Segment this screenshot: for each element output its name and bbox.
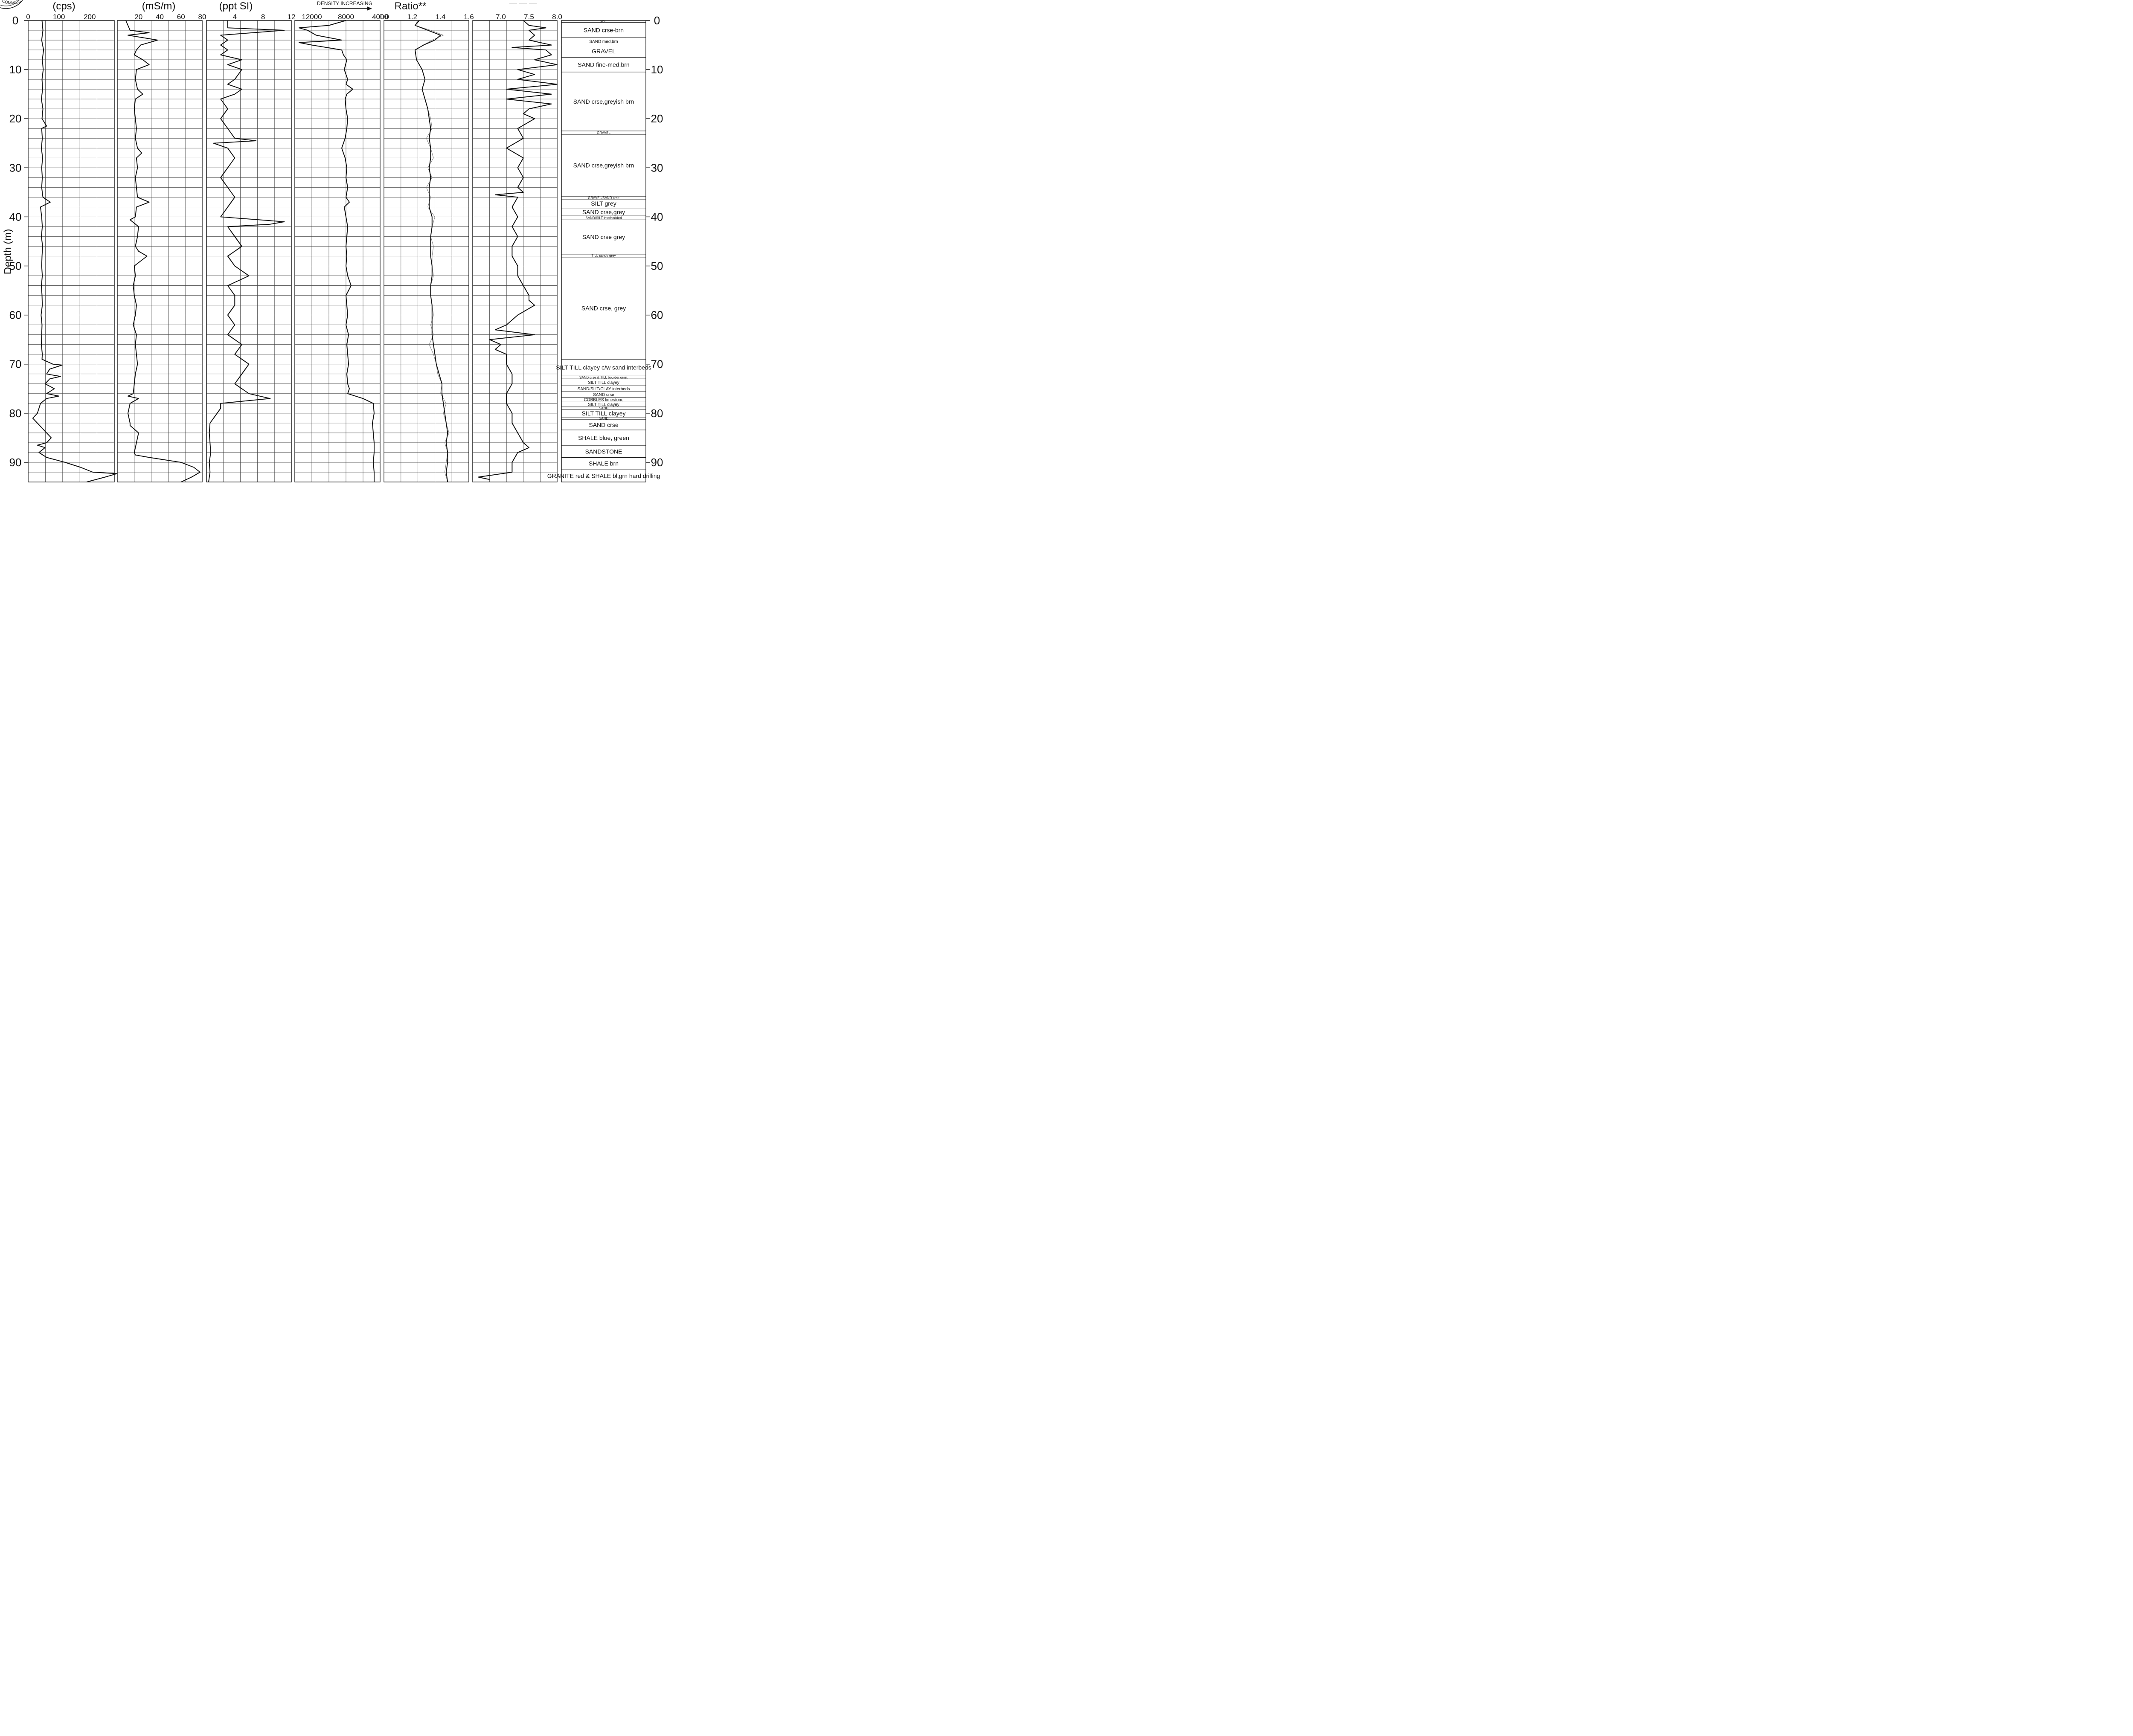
depth-tick-label: 0: [654, 14, 660, 27]
lithology-label: SAND crse,greyish brn: [573, 162, 634, 168]
log-curve: [478, 20, 558, 480]
lithology-label: SILT TILL clayey c/w sand interbeds: [556, 364, 651, 371]
track-frame: [472, 20, 558, 482]
lithology-label: SAND crse,greyish brn: [573, 98, 634, 105]
density-note: DENSITY INCREASING: [317, 0, 372, 6]
dash-marks: — — —: [509, 0, 537, 8]
log-curves: [32, 20, 558, 482]
lithology-label: GRAVEL: [597, 131, 610, 135]
depth-grid: [28, 20, 558, 482]
scale-tick-label: 0: [26, 13, 30, 21]
scale-tick-label: 4: [233, 13, 237, 21]
scale-tick-label: 1.2: [407, 13, 418, 21]
lithology-label: SILT TILL clayey: [588, 380, 619, 385]
lithology-label: SAND crse-brn: [584, 26, 624, 33]
density-arrow: [322, 6, 372, 11]
depth-tick-label: 20: [9, 112, 22, 125]
lithology-label: SAND crse, grey: [581, 305, 626, 311]
scale-tick-label: 60: [177, 13, 185, 21]
track-frame: [384, 20, 469, 482]
lithology-label: SHALE brn: [589, 460, 619, 467]
scale-tick-label: 200: [84, 13, 96, 21]
scale-tick-label: 100: [53, 13, 65, 21]
lithology-label: SILT TILL clayey: [588, 403, 619, 407]
lithology-label: SAND crse: [593, 393, 614, 398]
scale-tick-label: 7.0: [496, 13, 506, 21]
log-curve: [415, 20, 450, 482]
scale-tick-label: 8000: [338, 13, 354, 21]
depth-tick-label: 70: [651, 358, 663, 371]
commission-seal: COMMISSIO: [0, 0, 23, 9]
log-curve: [208, 20, 285, 482]
track-5-unit: Ratio**: [395, 0, 427, 12]
seal-text: COMMISSIO: [0, 0, 22, 6]
depth-tick-label: 10: [651, 63, 663, 76]
lithology-label: SAND crse grey: [582, 234, 625, 241]
depth-tick-label: 10: [9, 63, 22, 76]
lithology-label: SAND med,brn: [589, 39, 618, 44]
lithology-label: SAND/SILT interbedded: [585, 216, 622, 220]
log-curve: [415, 20, 448, 482]
lithology-label: GRANITE red & SHALE bl,grn hard drilling: [547, 473, 660, 479]
log-curve: [32, 20, 117, 482]
lithology-label: SAND fine-med,brn: [578, 61, 629, 68]
scale-tick-label: 7.5: [524, 13, 534, 21]
depth-tick-label: 80: [651, 407, 663, 420]
scale-tick-label: 40: [156, 13, 164, 21]
lithology-label: TILL sandy grey: [591, 254, 616, 258]
lithology-label: GRAVEL/SAND crse: [588, 196, 619, 200]
scale-tick-label: 12: [288, 13, 296, 21]
lithology-label: SAND: [599, 417, 608, 421]
scale-tick-label: 1.0: [379, 13, 389, 21]
lithology-label: SAND crse: [589, 421, 618, 428]
depth-tick-label: 70: [9, 358, 22, 371]
lithology-label: GRAVEL: [592, 48, 616, 55]
lithology-label: SAND: [599, 406, 608, 410]
scale-tick-label: 80: [198, 13, 206, 21]
depth-tick-label: 40: [651, 210, 663, 223]
depth-tick-label: 0: [12, 14, 18, 27]
lithology-label: SAND crse,grey: [582, 209, 625, 215]
lithology-label: SAND/SILT/CLAY interbeds: [578, 387, 630, 392]
track-frame: [206, 20, 292, 482]
depth-tick-label: 50: [651, 260, 663, 273]
scale-tick-label: 12000: [302, 13, 322, 21]
depth-tick-label: 80: [9, 407, 22, 420]
track-frame: [294, 20, 381, 482]
lithology-label: SANDSTONE: [585, 448, 622, 455]
scale-tick-label: 1.4: [436, 13, 446, 21]
depth-tick-label: 90: [9, 456, 22, 469]
track-3-unit: (ppt SI): [219, 0, 253, 12]
log-curve: [299, 20, 375, 482]
depth-tick-label: 30: [9, 161, 22, 174]
lithology-label: SOIL: [600, 20, 608, 23]
depth-tick-label: 30: [651, 161, 663, 174]
lithology-column: SOIL SAND crse-brn SAND med,brn GRAVEL SAND …: [547, 20, 660, 482]
lithology-label: SILT grey: [591, 200, 616, 207]
lithology-label: COBBLES limestone: [584, 398, 624, 403]
depth-axis-label: Depth (m): [2, 229, 14, 275]
well-log-chart: COMMISSIO (cps) (mS/m) (ppt SI) DENSITY …: [0, 0, 663, 482]
depth-tick-label: 60: [651, 309, 663, 322]
scale-tick-label: 1.6: [464, 13, 474, 21]
lithology-label: SILT TILL clayey: [582, 410, 626, 417]
track-1-unit: (cps): [52, 0, 75, 12]
scale-tick-label: 8: [261, 13, 265, 21]
scale-tick-label: 4000: [372, 13, 388, 21]
depth-tick-label: 60: [9, 309, 22, 322]
lithology-label: SHALE blue, green: [578, 434, 629, 441]
depth-tick-label: 40: [9, 210, 22, 223]
depth-tick-label: 50: [9, 260, 22, 273]
lithology-label: SAND crse & TILL boulder gran.: [579, 376, 628, 380]
log-curve: [125, 20, 201, 482]
depth-tick-label: 20: [651, 112, 663, 125]
scale-tick-label: 8.0: [552, 13, 562, 21]
track-2-unit: (mS/m): [142, 0, 176, 12]
scale-tick-label: 20: [134, 13, 142, 21]
track-frame: [117, 20, 203, 482]
track-frame: [28, 20, 115, 482]
depth-tick-label: 90: [651, 456, 663, 469]
